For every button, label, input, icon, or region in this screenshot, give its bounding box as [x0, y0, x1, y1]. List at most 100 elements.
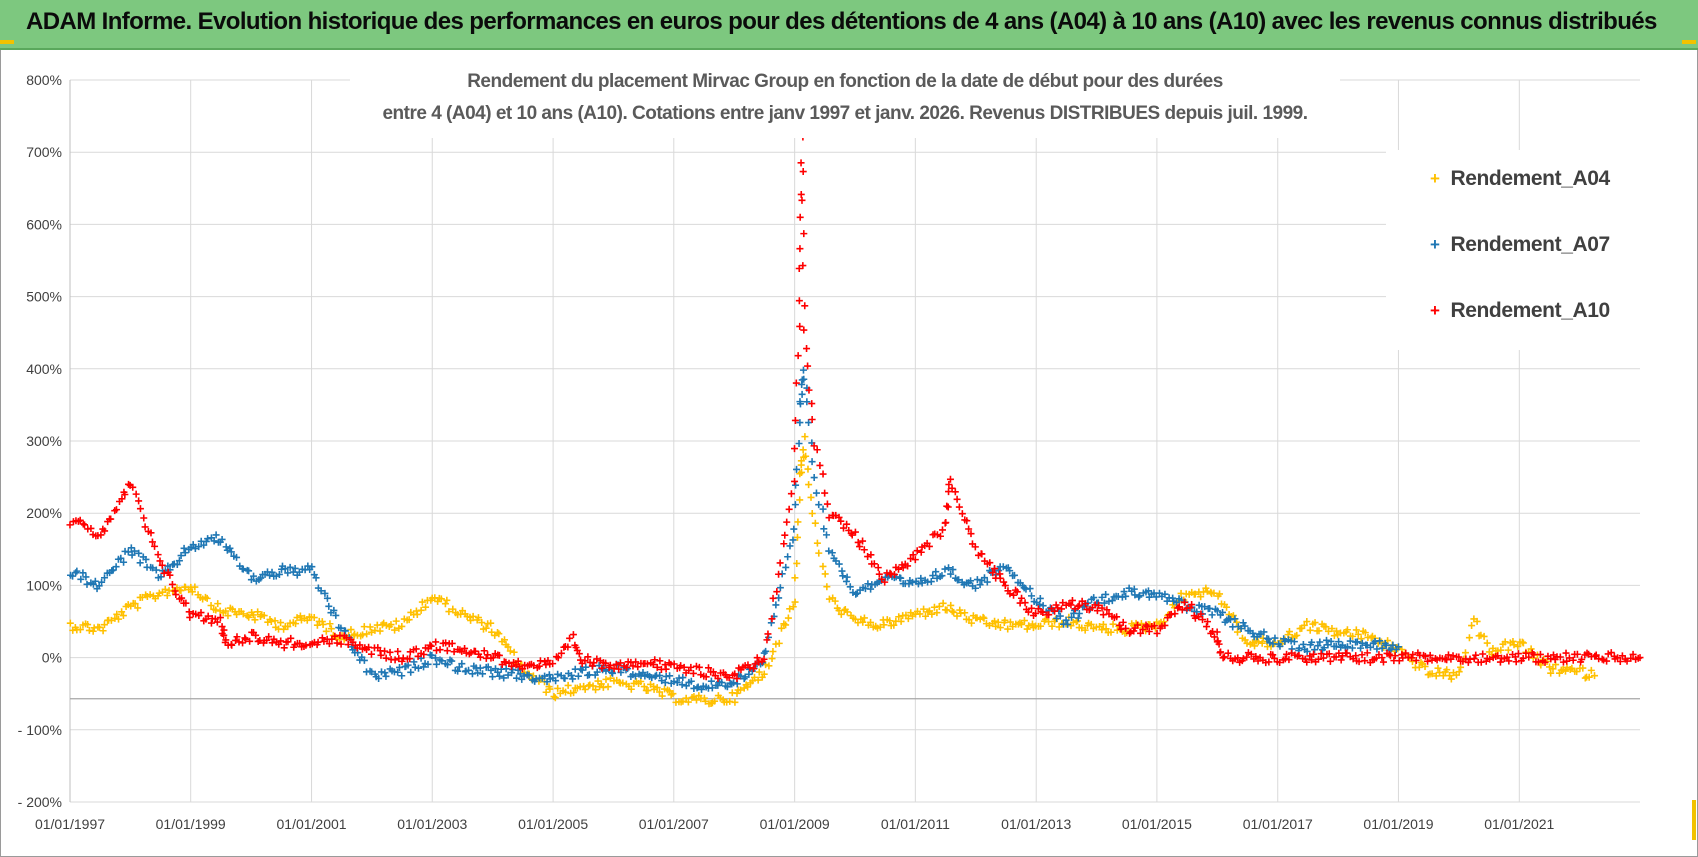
data-point — [545, 671, 553, 679]
data-point — [569, 631, 577, 639]
data-point — [1358, 651, 1366, 659]
data-point — [1075, 609, 1083, 617]
data-point — [494, 668, 502, 676]
data-point — [141, 523, 149, 531]
data-point — [1045, 618, 1053, 626]
data-point — [1398, 651, 1406, 659]
data-point — [467, 616, 475, 624]
data-point — [562, 688, 570, 696]
data-point — [1409, 651, 1417, 659]
data-point — [669, 690, 677, 698]
data-point — [726, 697, 734, 705]
data-point — [1251, 642, 1259, 650]
data-point — [795, 265, 803, 273]
data-point — [130, 547, 138, 555]
data-point — [653, 663, 661, 671]
data-point — [689, 669, 697, 677]
data-point — [795, 439, 803, 447]
data-point — [112, 506, 120, 514]
data-point — [356, 641, 364, 649]
data-point — [949, 566, 957, 574]
data-point — [1501, 638, 1509, 646]
data-point — [1108, 597, 1116, 605]
data-point — [791, 477, 799, 485]
data-point — [1081, 626, 1089, 634]
data-point — [494, 628, 502, 636]
data-point — [1583, 649, 1591, 657]
data-point — [377, 651, 385, 659]
data-point — [172, 591, 180, 599]
data-point — [213, 618, 221, 626]
data-point — [479, 670, 487, 678]
data-point — [1556, 653, 1564, 661]
data-point — [1057, 605, 1065, 613]
data-point — [1636, 654, 1644, 662]
data-point — [204, 535, 212, 543]
data-point — [658, 692, 666, 700]
data-point — [252, 631, 260, 639]
data-point — [789, 536, 797, 544]
data-point — [188, 588, 196, 596]
data-point — [835, 560, 843, 568]
data-point — [168, 580, 176, 588]
data-point — [107, 616, 115, 624]
data-point — [701, 697, 709, 705]
data-point — [317, 587, 325, 595]
data-point — [1006, 618, 1014, 626]
data-point — [567, 671, 575, 679]
data-point — [1122, 624, 1130, 632]
data-point — [387, 621, 395, 629]
data-point — [804, 465, 812, 473]
data-point — [1102, 625, 1110, 633]
data-point — [482, 624, 490, 632]
data-point — [325, 640, 333, 648]
data-point — [973, 576, 981, 584]
data-point — [1363, 649, 1371, 657]
data-point — [327, 625, 335, 633]
data-point — [365, 643, 373, 651]
data-point — [1068, 596, 1076, 604]
data-point — [101, 574, 109, 582]
plus-marker-icon: + — [1430, 301, 1440, 320]
data-point — [1488, 650, 1496, 658]
data-point — [271, 617, 279, 625]
data-point — [502, 658, 510, 666]
data-point — [947, 570, 955, 578]
data-point — [992, 622, 1000, 630]
banner-title: ADAM Informe. Evolution historique des p… — [26, 8, 1657, 35]
data-point — [1290, 638, 1298, 646]
data-point — [843, 520, 851, 528]
data-point — [1120, 588, 1128, 596]
data-point — [239, 610, 247, 618]
data-point — [776, 584, 784, 592]
data-point — [1087, 620, 1095, 628]
data-point — [1093, 607, 1101, 615]
data-point — [1295, 651, 1303, 659]
data-point — [753, 654, 761, 662]
data-point — [564, 681, 572, 689]
data-point — [570, 689, 578, 697]
data-point — [1231, 615, 1239, 623]
data-point — [448, 657, 456, 665]
data-point — [1217, 648, 1225, 656]
data-point — [1021, 599, 1029, 607]
data-point — [803, 345, 811, 353]
data-point — [1348, 644, 1356, 652]
data-point — [856, 543, 864, 551]
data-point — [821, 570, 829, 578]
data-point — [623, 663, 631, 671]
data-point — [163, 591, 171, 599]
data-point — [776, 559, 784, 567]
data-point — [1443, 666, 1451, 674]
data-point — [714, 674, 722, 682]
data-point — [991, 617, 999, 625]
data-point — [616, 659, 624, 667]
data-point — [1113, 613, 1121, 621]
data-point — [445, 608, 453, 616]
data-point — [1039, 602, 1047, 610]
data-point — [76, 516, 84, 524]
data-point — [1592, 651, 1600, 659]
data-point — [1505, 657, 1513, 665]
data-point — [1145, 628, 1153, 636]
data-point — [890, 621, 898, 629]
